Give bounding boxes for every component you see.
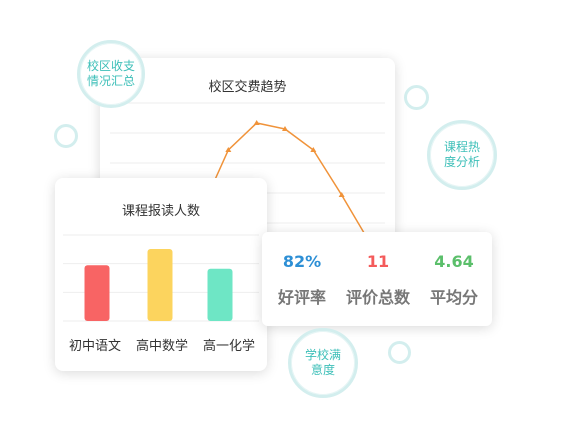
satisfaction-bubble-label: 学校满意度 (304, 348, 341, 377)
stat-value: 82% (282, 252, 322, 271)
trend-point (282, 126, 288, 131)
stat-label: 好评率 (277, 288, 326, 307)
bar-category-label: 高一化学 (202, 339, 255, 354)
course-enrollment-card: 课程报读人数 初中语文 高中数学 高一化学 (55, 178, 267, 371)
decor-ring (404, 85, 429, 110)
stat-label: 评价总数 (345, 288, 410, 307)
trend-point (253, 120, 260, 125)
campus-finance-bubble-label: 校区收支情况汇总 (87, 59, 136, 88)
bar-2 (147, 249, 173, 321)
fee-trend-title: 校区交费趋势 (208, 80, 287, 95)
stat-value: 11 (366, 252, 390, 271)
bar-category-label: 高中数学 (135, 339, 188, 354)
bar-1 (84, 265, 110, 321)
course-enrollment-chart (63, 234, 259, 322)
bar-3 (207, 268, 233, 321)
bar-category-label: 初中语文 (68, 339, 121, 354)
stat-value: 4.64 (434, 252, 474, 271)
stat-label: 平均分 (429, 288, 478, 307)
stat-good-rate: 82% 好评率 (264, 232, 340, 308)
campus-finance-bubble[interactable]: 校区收支情况汇总 (77, 40, 145, 108)
decor-ring (388, 341, 411, 364)
stat-average-score: 4.64 平均分 (416, 232, 492, 308)
stat-review-count: 11 评价总数 (340, 232, 416, 308)
satisfaction-stats-card: 82% 好评率 11 评价总数 4.64 平均分 (262, 232, 492, 326)
trend-point (338, 192, 345, 197)
trend-point (225, 147, 232, 152)
course-heat-bubble-label: 课程热度分析 (443, 140, 480, 169)
decor-ring (54, 124, 78, 148)
trend-point (310, 147, 317, 152)
course-enrollment-title: 课程报读人数 (121, 204, 200, 219)
course-heat-bubble[interactable]: 课程热度分析 (427, 120, 497, 190)
satisfaction-bubble[interactable]: 学校满意度 (288, 328, 358, 398)
